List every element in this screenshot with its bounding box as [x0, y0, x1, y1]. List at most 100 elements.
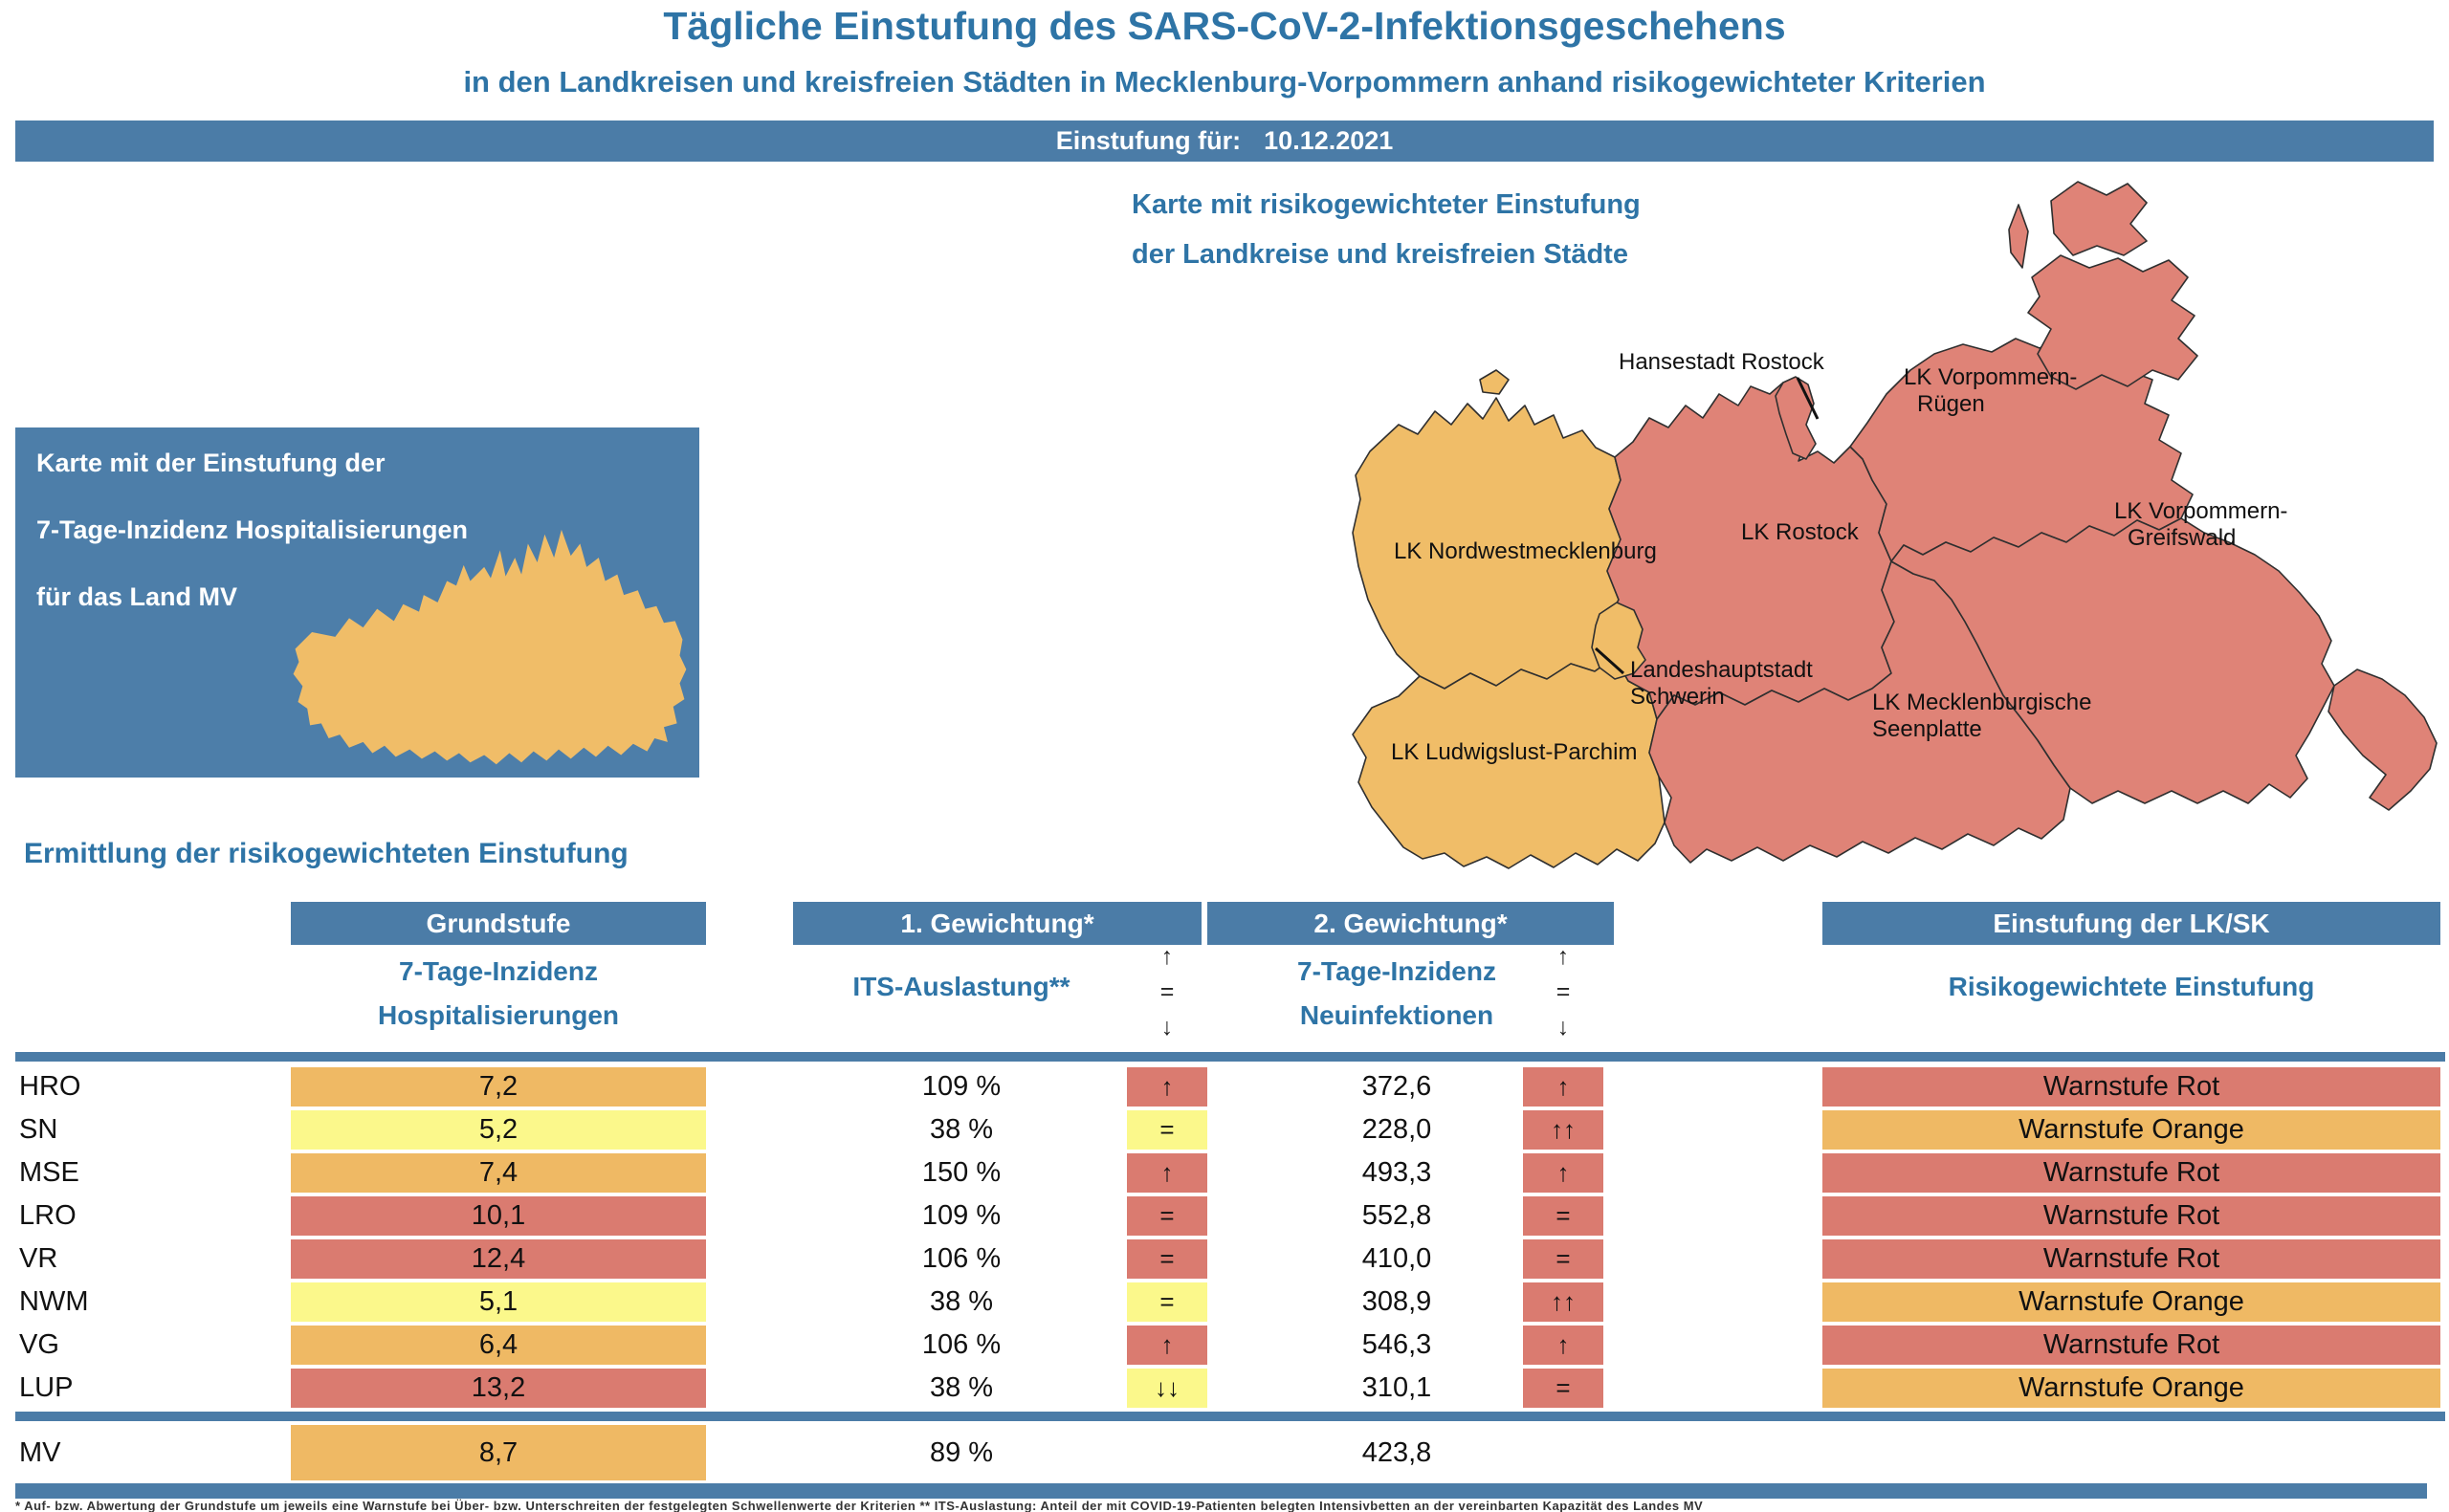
table-row-HRO: HRO 7,2 109 % ↑ 372,6 ↑ Warnstufe Rot: [0, 1067, 2449, 1107]
incidence-trend-cell: =: [1523, 1369, 1603, 1408]
icu-trend-cell: =: [1127, 1282, 1207, 1322]
rating-cell: Warnstufe Rot: [1822, 1326, 2440, 1365]
rating-cell: Warnstufe Rot: [1822, 1196, 2440, 1236]
map-island-hiddensee: [2008, 204, 2029, 269]
incidence-trend-cell: =: [1523, 1239, 1603, 1279]
date-banner-label: Einstufung für:: [1055, 126, 1242, 155]
incidence-value: 308,9: [1361, 1286, 1432, 1317]
incidence-value: 310,1: [1361, 1372, 1432, 1403]
icu-value: 109 %: [921, 1071, 1002, 1102]
incidence-value: 552,8: [1361, 1200, 1432, 1231]
subheader-new-infections-line2: Neuinfektionen: [1299, 1000, 1494, 1030]
hospitalization-cell: 5,2: [291, 1110, 706, 1150]
risk-map-title-line1: Karte mit risikogewichteter Einstufung: [1132, 189, 1641, 220]
incidence-value: 410,0: [1361, 1243, 1432, 1274]
map-label-schwerin-line1: Landeshauptstadt: [1630, 657, 1813, 683]
icu-trend-cell: =: [1127, 1196, 1207, 1236]
hospitalization-cell: 13,2: [291, 1369, 706, 1408]
hansestadt-rostock-pointer-line: [1796, 377, 1820, 420]
trend-up-icon: ↑: [1160, 943, 1174, 970]
row-code: LRO: [19, 1200, 77, 1231]
mv-state-silhouette: [293, 529, 687, 765]
map-label-vorpommern-greifswald-line2: Greifswald: [2128, 525, 2236, 551]
hospitalization-cell: 7,4: [291, 1153, 706, 1193]
table-separator-top: [15, 1052, 2445, 1062]
incidence-value: 493,3: [1361, 1157, 1432, 1188]
map-label-vorpommern-greifswald-line1: LK Vorpommern-: [2114, 498, 2287, 524]
map-island-usedom: [2328, 668, 2438, 811]
icu-trend-cell: ↑: [1127, 1153, 1207, 1193]
table-section-title: Ermittlung der risikogewichteten Einstuf…: [24, 838, 629, 869]
map-label-ludwigslust-parchim: LK Ludwigslust-Parchim: [1391, 739, 1637, 765]
icu-value: 106 %: [921, 1243, 1002, 1274]
incidence-value: 372,6: [1361, 1071, 1432, 1102]
icu-value: 89 %: [929, 1437, 994, 1468]
date-banner-date: 10.12.2021: [1264, 126, 1394, 155]
map-island-poel: [1479, 369, 1510, 395]
icu-trend-cell: =: [1127, 1110, 1207, 1150]
district-map: Hansestadt Rostock LK Vorpommern- Rügen …: [1313, 164, 2449, 920]
icu-trend-cell: ↑: [1127, 1067, 1207, 1107]
trend-legend-icu: ↑ = ↓: [1127, 939, 1207, 1045]
map-label-mecklenburgische-seenplatte-line1: LK Mecklenburgische: [1872, 690, 2091, 715]
subheader-hospitalization-incidence: 7-Tage-Inzidenz Hospitalisierungen: [291, 950, 706, 1038]
page-title: Tägliche Einstufung des SARS-CoV-2-Infek…: [663, 4, 1786, 48]
row-code: MV: [19, 1437, 61, 1468]
subheader-new-infections-line1: 7-Tage-Inzidenz: [1297, 956, 1496, 986]
map-label-schwerin-line2: Schwerin: [1630, 684, 1725, 710]
map-label-mecklenburgische-seenplatte-line2: Seenplatte: [1872, 716, 1982, 742]
date-banner: Einstufung für: 10.12.2021: [15, 121, 2434, 162]
icu-value: 150 %: [921, 1157, 1002, 1188]
table-separator-summary: [15, 1412, 2445, 1421]
icu-value: 38 %: [929, 1372, 994, 1403]
hospitalization-cell: 12,4: [291, 1239, 706, 1279]
table-row-NWM: NWM 5,1 38 % = 308,9 ↑↑ Warnstufe Orange: [0, 1282, 2449, 1322]
map-region-vorpommern-greifswald: [1890, 517, 2335, 804]
table-row-LRO: LRO 10,1 109 % = 552,8 = Warnstufe Rot: [0, 1196, 2449, 1236]
incidence-trend-cell: ↑: [1523, 1153, 1603, 1193]
risk-map-title: Karte mit risikogewichteter Einstufung d…: [1132, 180, 1859, 279]
table-row-LUP: LUP 13,2 38 % ↓↓ 310,1 = Warnstufe Orange: [0, 1369, 2449, 1408]
hospitalization-cell: 6,4: [291, 1326, 706, 1365]
risk-map-title-line2: der Landkreise und kreisfreien Städte: [1132, 239, 1628, 270]
icu-value: 106 %: [921, 1329, 1002, 1360]
icu-value: 38 %: [929, 1114, 994, 1145]
hospitalization-cell: 8,7: [291, 1425, 706, 1480]
column-header-gewichtung1: 1. Gewichtung*: [793, 902, 1202, 945]
rating-cell: Warnstufe Orange: [1822, 1110, 2440, 1150]
map-region-ludwigslust-parchim: [1352, 656, 1666, 869]
table-row-VR: VR 12,4 106 % = 410,0 = Warnstufe Rot: [0, 1239, 2449, 1279]
hospitalization-map-caption-line1: Karte mit der Einstufung der: [36, 449, 386, 477]
hospitalization-cell: 5,1: [291, 1282, 706, 1322]
subheader-hospitalization-line1: 7-Tage-Inzidenz: [399, 956, 598, 986]
table-row-MSE: MSE 7,4 150 % ↑ 493,3 ↑ Warnstufe Rot: [0, 1153, 2449, 1193]
subheader-risk-weighted-rating: Risikogewichtete Einstufung: [1948, 972, 2315, 1001]
column-header-einstufung: Einstufung der LK/SK: [1822, 902, 2440, 945]
map-island-ruegen-main: [2027, 254, 2198, 390]
map-label-vorpommern-ruegen-line2: Rügen: [1917, 391, 1985, 417]
footnote-clipped: * Auf- bzw. Abwertung der Grundstufe um …: [15, 1499, 1704, 1512]
hospitalization-map-caption-line2: 7-Tage-Inzidenz Hospitalisierungen: [36, 515, 469, 544]
map-label-lk-rostock: LK Rostock: [1741, 519, 1860, 545]
trend-down-icon: ↓: [1160, 1014, 1174, 1041]
map-label-hansestadt-rostock: Hansestadt Rostock: [1619, 349, 1825, 375]
column-header-grundstufe: Grundstufe: [291, 902, 706, 945]
map-island-ruegen-north: [2050, 181, 2148, 256]
row-code: NWM: [19, 1286, 89, 1317]
incidence-value: 546,3: [1361, 1329, 1432, 1360]
icu-value: 38 %: [929, 1286, 994, 1317]
hospitalization-map-box: Karte mit der Einstufung der 7-Tage-Inzi…: [15, 427, 699, 778]
column-header-gewichtung2: 2. Gewichtung*: [1207, 902, 1614, 945]
row-code: HRO: [19, 1071, 81, 1102]
icu-trend-cell: ↓↓: [1127, 1369, 1207, 1408]
subheader-icu-occupancy: ITS-Auslastung**: [852, 972, 1070, 1001]
map-label-nordwestmecklenburg: LK Nordwestmecklenburg: [1394, 538, 1657, 564]
row-code: SN: [19, 1114, 58, 1145]
map-label-vorpommern-ruegen-line1: LK Vorpommern-: [1904, 364, 2077, 390]
incidence-trend-cell: ↑↑: [1523, 1110, 1603, 1150]
schwerin-pointer-line: [1594, 646, 1625, 675]
rating-cell: Warnstufe Orange: [1822, 1369, 2440, 1408]
incidence-trend-cell: ↑↑: [1523, 1282, 1603, 1322]
bottom-bar: [15, 1483, 2427, 1499]
icu-trend-cell: ↑: [1127, 1326, 1207, 1365]
